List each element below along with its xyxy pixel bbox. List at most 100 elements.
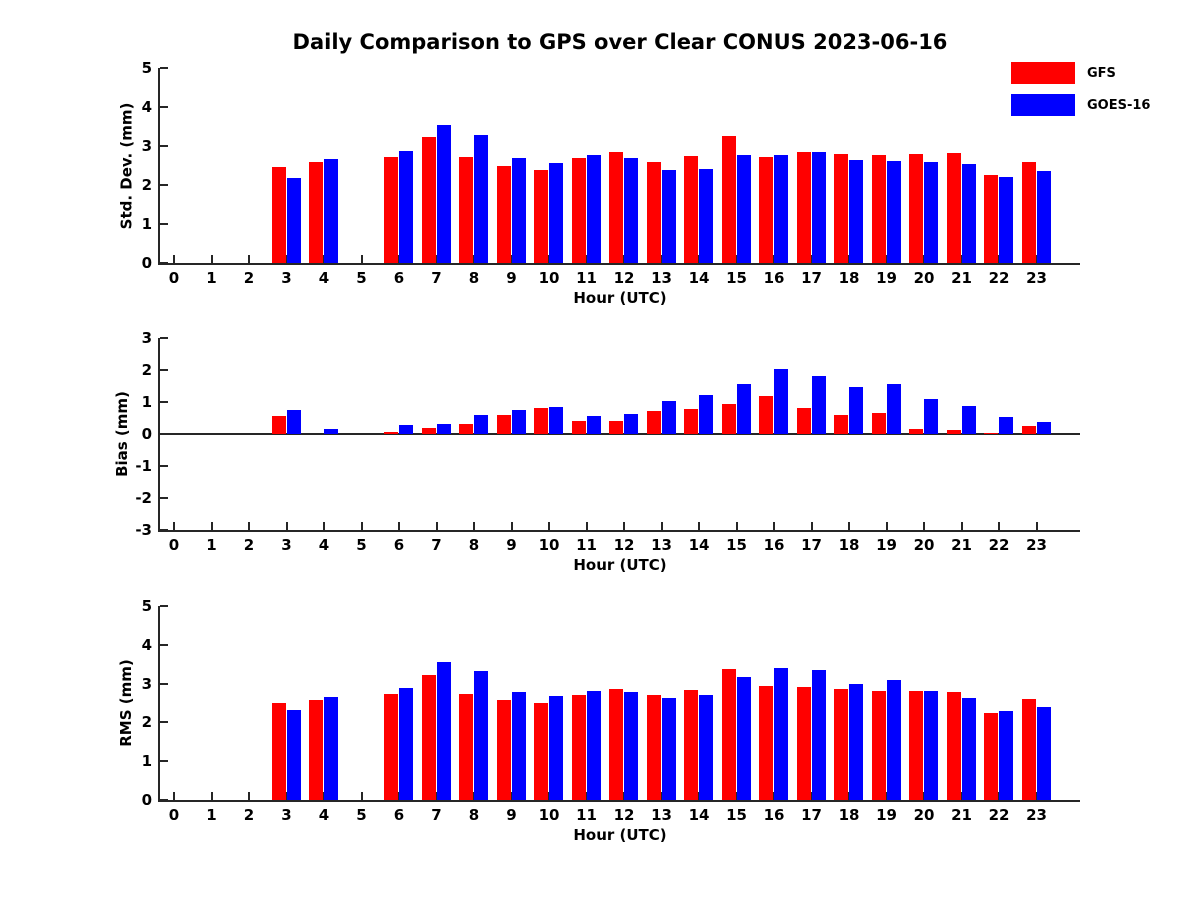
- y-tick-mark: [160, 369, 168, 371]
- bar-gfs-hour-23: [1021, 698, 1036, 800]
- bar-goes-16-hour-23: [1036, 170, 1051, 263]
- x-tick-label: 0: [168, 269, 180, 287]
- bar-goes-16-hour-12: [624, 414, 638, 434]
- x-tick-mark: [248, 522, 250, 530]
- x-tick-label: 4: [318, 536, 330, 554]
- bar-goes-16-hour-20: [924, 161, 938, 263]
- x-tick-label: 17: [801, 806, 822, 824]
- y-tick-mark: [160, 145, 168, 147]
- x-tick-mark: [1035, 522, 1038, 530]
- x-tick-label: 17: [801, 536, 822, 554]
- bar-goes-16-hour-9: [511, 692, 526, 800]
- bar-gfs-hour-21: [946, 691, 961, 800]
- x-tick-mark: [735, 522, 738, 530]
- x-tick-label: 10: [538, 269, 560, 287]
- x-tick-label: 16: [763, 806, 785, 824]
- bar-gfs-hour-10: [534, 169, 548, 263]
- bar-goes-16-hour-11: [586, 690, 601, 800]
- x-tick-mark: [810, 522, 813, 530]
- bar-gfs-hour-12: [609, 420, 623, 434]
- bar-gfs-hour-19: [871, 412, 886, 434]
- bar-gfs-hour-15: [721, 668, 736, 800]
- y-tick-label: 1: [141, 752, 152, 771]
- bar-gfs-hour-3: [271, 416, 286, 434]
- legend-item-goes16: GOES-16: [1011, 94, 1150, 116]
- bar-gfs-hour-22: [984, 175, 998, 263]
- x-tick-mark: [998, 522, 1000, 530]
- y-tick-label: 3: [141, 674, 152, 693]
- x-tick-label: 19: [876, 806, 897, 824]
- bar-goes-16-hour-4: [324, 429, 338, 434]
- bar-goes-16-hour-16: [774, 154, 788, 263]
- bar-gfs-hour-7: [421, 137, 436, 263]
- bar-gfs-hour-3: [271, 167, 286, 263]
- x-tick-mark: [773, 522, 775, 530]
- x-tick-label: 9: [506, 806, 517, 824]
- bar-goes-16-hour-7: [436, 124, 451, 263]
- y-tick-mark: [160, 721, 168, 724]
- x-tick-mark: [960, 522, 963, 530]
- x-tick-mark: [585, 522, 588, 530]
- x-tick-mark: [360, 255, 363, 263]
- y-tick-label: -1: [135, 457, 152, 475]
- x-tick-label: 13: [651, 269, 672, 287]
- x-tick-label: 21: [951, 536, 972, 554]
- bar-gfs-hour-8: [459, 694, 473, 800]
- x-tick-label: 19: [876, 536, 897, 554]
- chart-title: Daily Comparison to GPS over Clear CONUS…: [292, 30, 948, 54]
- x-tick-label: 4: [318, 269, 330, 287]
- bar-goes-16-hour-17: [811, 670, 826, 800]
- bar-goes-16-hour-17: [811, 375, 826, 434]
- bar-gfs-hour-8: [459, 156, 473, 263]
- x-tick-label: 14: [688, 269, 710, 287]
- legend: GFS GOES-16: [1011, 62, 1150, 126]
- bar-goes-16-hour-22: [999, 177, 1013, 263]
- bar-goes-16-hour-21: [961, 697, 976, 800]
- bar-gfs-hour-13: [646, 695, 661, 800]
- bar-gfs-hour-20: [909, 691, 923, 800]
- y-tick-mark: [160, 337, 168, 339]
- bar-gfs-hour-11: [571, 695, 586, 800]
- x-tick-mark: [210, 255, 213, 263]
- x-tick-label: 20: [913, 536, 935, 554]
- x-tick-label: 3: [281, 806, 292, 824]
- y-tick-label: 2: [141, 713, 152, 732]
- y-tick-mark: [160, 799, 168, 801]
- bar-gfs-hour-18: [834, 415, 848, 434]
- y-tick-mark: [160, 682, 168, 685]
- x-tick-mark: [210, 792, 213, 800]
- x-tick-label: 17: [801, 269, 822, 287]
- bar-gfs-hour-10: [534, 408, 548, 434]
- x-tick-label: 5: [356, 806, 367, 824]
- bar-gfs-hour-14: [684, 689, 698, 800]
- bar-gfs-hour-12: [609, 152, 623, 263]
- x-tick-label: 8: [468, 806, 480, 824]
- x-tick-label: 11: [576, 806, 597, 824]
- x-tick-label: 0: [168, 536, 180, 554]
- y-axis-spine: [158, 68, 160, 265]
- x-tick-label: 9: [506, 536, 517, 554]
- y-tick-mark: [160, 465, 168, 467]
- bar-goes-16-hour-18: [849, 683, 863, 800]
- bar-gfs-hour-23: [1021, 426, 1036, 434]
- x-tick-mark: [923, 522, 925, 530]
- x-tick-label: 22: [988, 806, 1010, 824]
- x-tick-label: 23: [1026, 536, 1047, 554]
- bias-plot-area: -3 -2 -1 0 1 2 3 0 1 2 3 4 5 6 7 8 9 10 11 12 13 14 15 16 17 18 19…: [135, 329, 1080, 554]
- bar-goes-16-hour-19: [886, 161, 901, 263]
- bar-goes-16-hour-21: [961, 406, 976, 434]
- x-tick-label: 15: [726, 806, 747, 824]
- bar-gfs-hour-14: [684, 155, 698, 263]
- y-axis-spine: [158, 338, 160, 532]
- bar-goes-16-hour-19: [886, 384, 901, 434]
- x-tick-mark: [248, 792, 250, 800]
- zero-line: [160, 433, 1080, 435]
- bar-goes-16-hour-15: [736, 677, 751, 800]
- x-tick-label: 1: [206, 806, 217, 824]
- bar-gfs-hour-13: [646, 162, 661, 263]
- legend-label-goes16: GOES-16: [1087, 97, 1151, 113]
- bar-goes-16-hour-21: [961, 163, 976, 263]
- bar-gfs-hour-22: [984, 712, 998, 800]
- bar-goes-16-hour-10: [549, 406, 563, 434]
- bar-goes-16-hour-10: [549, 696, 563, 800]
